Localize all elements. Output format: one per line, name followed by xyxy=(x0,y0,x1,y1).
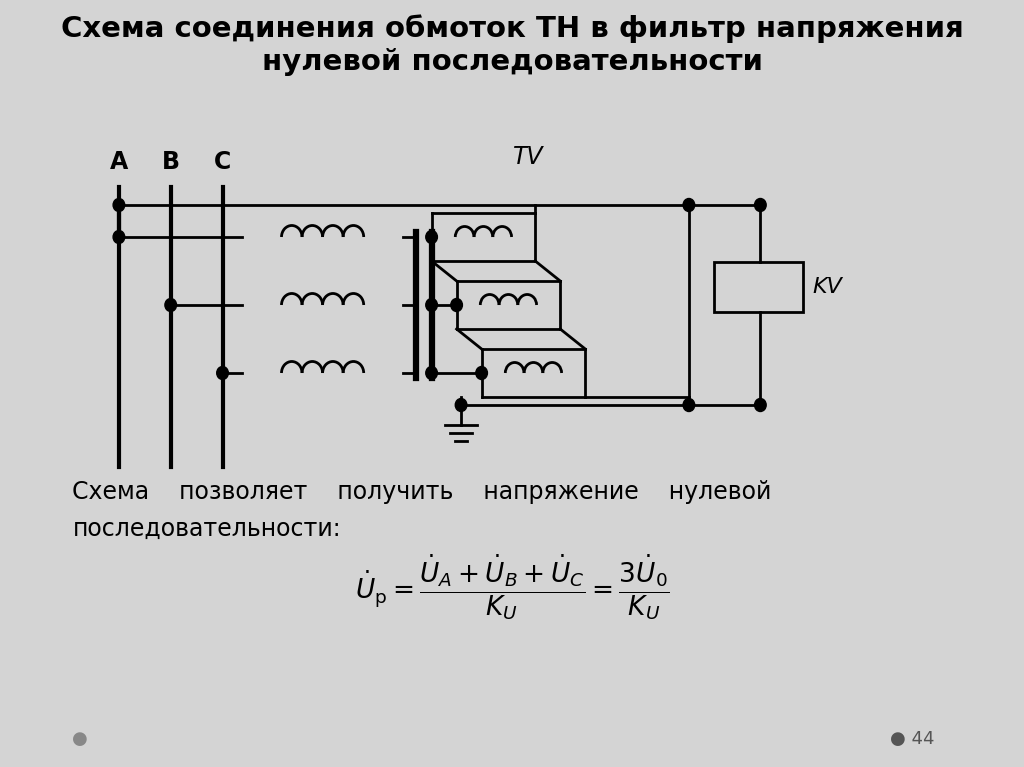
Bar xyxy=(714,262,803,312)
Text: ● 44: ● 44 xyxy=(890,730,935,748)
Text: B: B xyxy=(162,150,180,174)
Text: C: C xyxy=(214,150,231,174)
Text: Схема    позволяет    получить    напряжение    нулевой: Схема позволяет получить напряжение нуле… xyxy=(73,480,772,504)
Circle shape xyxy=(426,231,437,243)
Circle shape xyxy=(451,298,463,311)
Text: $\dot{U}_\mathrm{р} = \dfrac{\dot{U}_A + \dot{U}_B + \dot{U}_C}{K_U} = \dfrac{3\: $\dot{U}_\mathrm{р} = \dfrac{\dot{U}_A +… xyxy=(354,552,670,622)
Circle shape xyxy=(113,199,125,212)
Circle shape xyxy=(683,399,694,412)
Circle shape xyxy=(755,399,766,412)
Text: TV: TV xyxy=(513,145,544,169)
Circle shape xyxy=(476,367,487,380)
Circle shape xyxy=(426,298,437,311)
Text: ●: ● xyxy=(72,730,87,748)
Circle shape xyxy=(165,298,176,311)
Circle shape xyxy=(755,199,766,212)
Circle shape xyxy=(456,399,467,412)
Text: Схема соединения обмоток ТН в фильтр напряжения
нулевой последовательности: Схема соединения обмоток ТН в фильтр нап… xyxy=(60,15,964,75)
Circle shape xyxy=(426,367,437,380)
Circle shape xyxy=(217,367,228,380)
Circle shape xyxy=(113,231,125,243)
Text: KV: KV xyxy=(812,277,842,297)
Text: A: A xyxy=(110,150,128,174)
Text: последовательности:: последовательности: xyxy=(73,517,341,541)
Circle shape xyxy=(683,199,694,212)
